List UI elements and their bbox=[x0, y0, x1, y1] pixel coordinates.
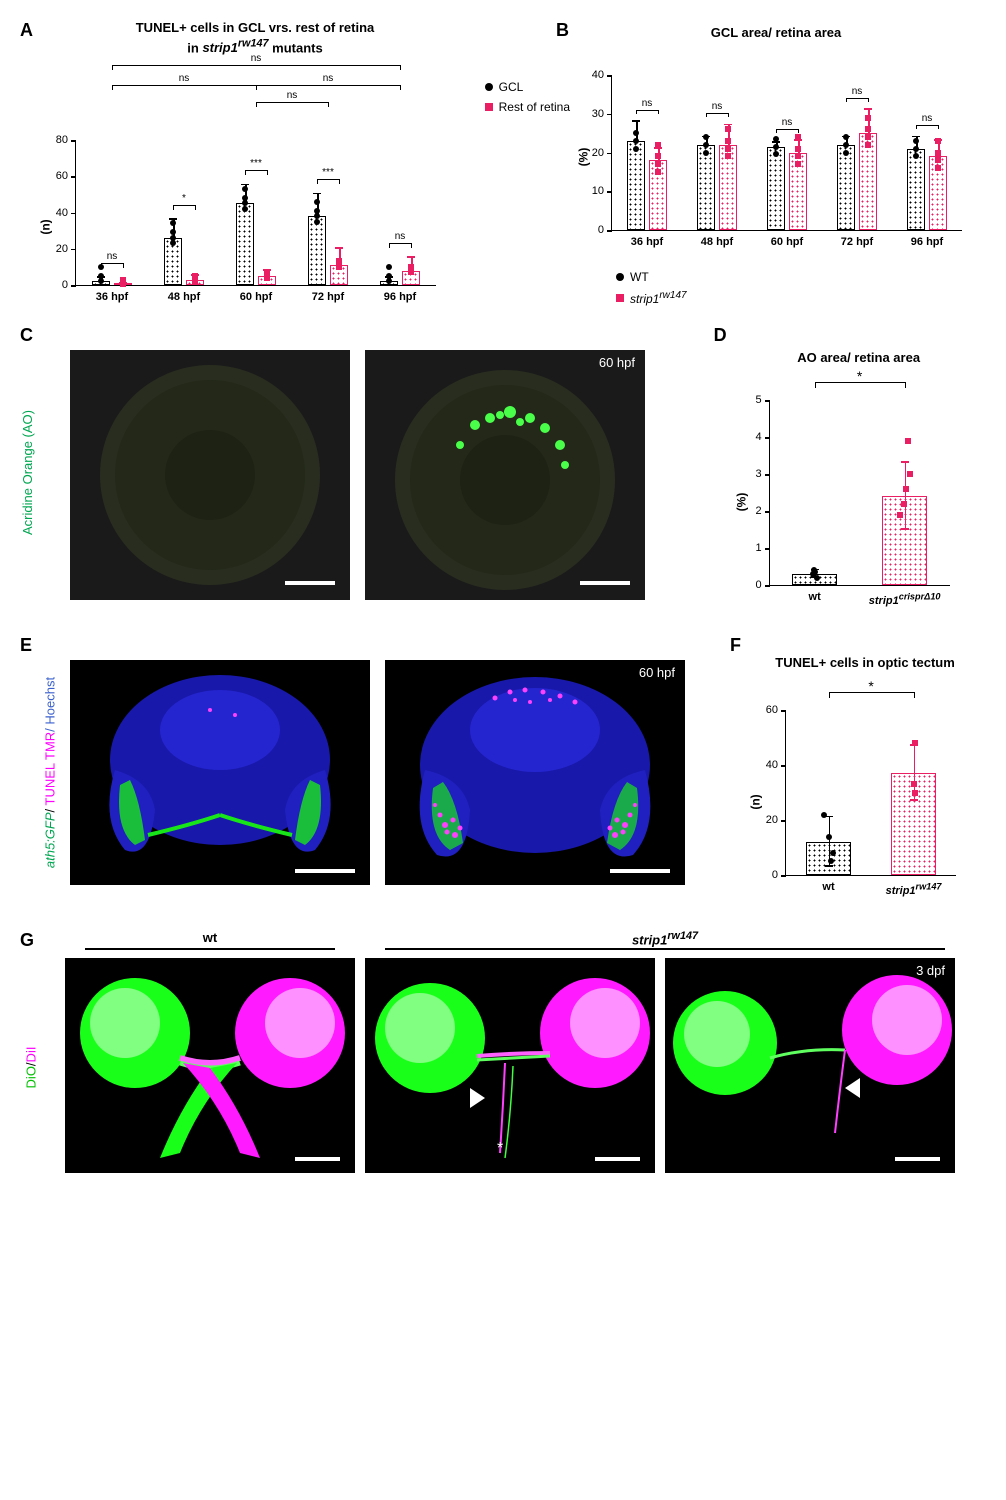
panel-b: B GCL area/ retina area (%) 01020304036 … bbox=[516, 20, 986, 310]
panel-f-plot: 0204060wtstrip1rw147* bbox=[785, 710, 956, 876]
group-mut-label: strip1rw147 bbox=[365, 930, 965, 947]
legend-mut-label: strip1rw147 bbox=[630, 290, 687, 306]
legend-wt-label: WT bbox=[630, 270, 649, 284]
panel-g-timepoint: 3 dpf bbox=[916, 963, 945, 978]
marker-circle bbox=[485, 83, 493, 91]
legend-wt: WT bbox=[616, 270, 687, 284]
scalebar bbox=[285, 581, 335, 585]
panel-g-wt bbox=[65, 958, 355, 1173]
row-ab: A TUNEL+ cells in GCL vrs. rest of retin… bbox=[20, 20, 986, 310]
panel-a: A TUNEL+ cells in GCL vrs. rest of retin… bbox=[20, 20, 490, 310]
scalebar bbox=[580, 581, 630, 585]
panel-c-mut-svg bbox=[365, 350, 645, 600]
panel-g-images: DiO/DiI wt strip1rw147 bbox=[65, 930, 985, 1190]
panel-a-title: TUNEL+ cells in GCL vrs. rest of retina … bbox=[70, 20, 440, 57]
panel-f-title: TUNEL+ cells in optic tectum bbox=[750, 655, 980, 672]
panel-b-label: B bbox=[556, 20, 569, 41]
row-cd: C Acridine Orange (AO) wt strip1crisprΔ1… bbox=[20, 325, 986, 615]
panel-g-wt-svg bbox=[65, 958, 355, 1173]
panel-d-ylabel: (%) bbox=[734, 493, 748, 512]
scalebar bbox=[295, 1157, 340, 1161]
panel-e-wt: wt bbox=[70, 660, 370, 885]
scalebar bbox=[595, 1157, 640, 1161]
panel-e-mut-svg bbox=[385, 660, 685, 885]
panel-d-label: D bbox=[714, 325, 727, 346]
panel-d: D AO area/ retina area (%) 012345wtstrip… bbox=[714, 325, 986, 615]
panel-g-mut2: 3 dpf bbox=[665, 958, 955, 1173]
panel-c-wt: wt bbox=[70, 350, 350, 600]
panel-c-images: Acridine Orange (AO) wt strip1crisprΔ10 … bbox=[70, 325, 654, 615]
svg-text:*: * bbox=[497, 1140, 503, 1157]
panel-b-title: GCL area/ retina area bbox=[596, 25, 956, 42]
panel-b-plot: 01020304036 hpfns48 hpfns60 hpfns72 hpfn… bbox=[611, 75, 962, 231]
marker-circle bbox=[616, 273, 624, 281]
panel-g-mut2-svg bbox=[665, 958, 955, 1173]
scalebar bbox=[895, 1157, 940, 1161]
scalebar bbox=[295, 869, 355, 873]
panel-e-mut: strip1rw147 60 hpf bbox=[385, 660, 685, 885]
marker-square bbox=[616, 294, 624, 302]
panel-c-wt-svg bbox=[70, 350, 350, 600]
panel-d-title: AO area/ retina area bbox=[744, 350, 974, 367]
group-wt-label: wt bbox=[65, 930, 355, 945]
panel-g-label: G bbox=[20, 930, 34, 951]
panel-e-label: E bbox=[20, 635, 32, 656]
panel-f: F TUNEL+ cells in optic tectum (n) 02040… bbox=[730, 635, 986, 905]
panel-f-ylabel: (n) bbox=[749, 794, 763, 809]
panel-a-ylabel: (n) bbox=[39, 219, 53, 234]
panel-e-timepoint: 60 hpf bbox=[639, 665, 675, 680]
marker-square bbox=[485, 103, 493, 111]
row-g: G DiO/DiI wt strip1rw147 bbox=[20, 930, 986, 1190]
title-line1: TUNEL+ cells in GCL vrs. rest of retina bbox=[136, 20, 375, 35]
panel-b-ylabel: (%) bbox=[576, 148, 590, 167]
group-mut-line bbox=[385, 948, 945, 950]
panel-e-sidelabel: ath5:GFP/ TUNEL TMR/ Hoechst bbox=[43, 658, 58, 888]
panel-a-label: A bbox=[20, 20, 33, 41]
row-ef: E ath5:GFP/ TUNEL TMR/ Hoechst wt bbox=[20, 635, 986, 905]
panel-f-label: F bbox=[730, 635, 741, 656]
panel-c-sidelabel: Acridine Orange (AO) bbox=[20, 410, 35, 535]
panel-e-wt-svg bbox=[70, 660, 370, 885]
panel-a-plot: 02040608036 hpfns48 hpf*60 hpf***72 hpf*… bbox=[75, 140, 436, 286]
panel-d-plot: 012345wtstrip1crisprΔ10* bbox=[769, 400, 950, 586]
panel-c-timepoint: 60 hpf bbox=[599, 355, 635, 370]
panel-b-legend: WT strip1rw147 bbox=[616, 270, 687, 312]
panel-g-mut1: * bbox=[365, 958, 655, 1173]
panel-g-sidelabel: DiO/DiI bbox=[23, 1047, 38, 1089]
panel-e-images: ath5:GFP/ TUNEL TMR/ Hoechst wt strip1rw… bbox=[70, 635, 700, 905]
legend-mut: strip1rw147 bbox=[616, 290, 687, 306]
figure-root: A TUNEL+ cells in GCL vrs. rest of retin… bbox=[20, 20, 986, 1190]
panel-c-mut: strip1crisprΔ10 60 hpf bbox=[365, 350, 645, 600]
panel-g-mut1-svg: * bbox=[365, 958, 655, 1173]
panel-c-label: C bbox=[20, 325, 33, 346]
scalebar bbox=[610, 869, 670, 873]
group-wt-line bbox=[85, 948, 335, 950]
